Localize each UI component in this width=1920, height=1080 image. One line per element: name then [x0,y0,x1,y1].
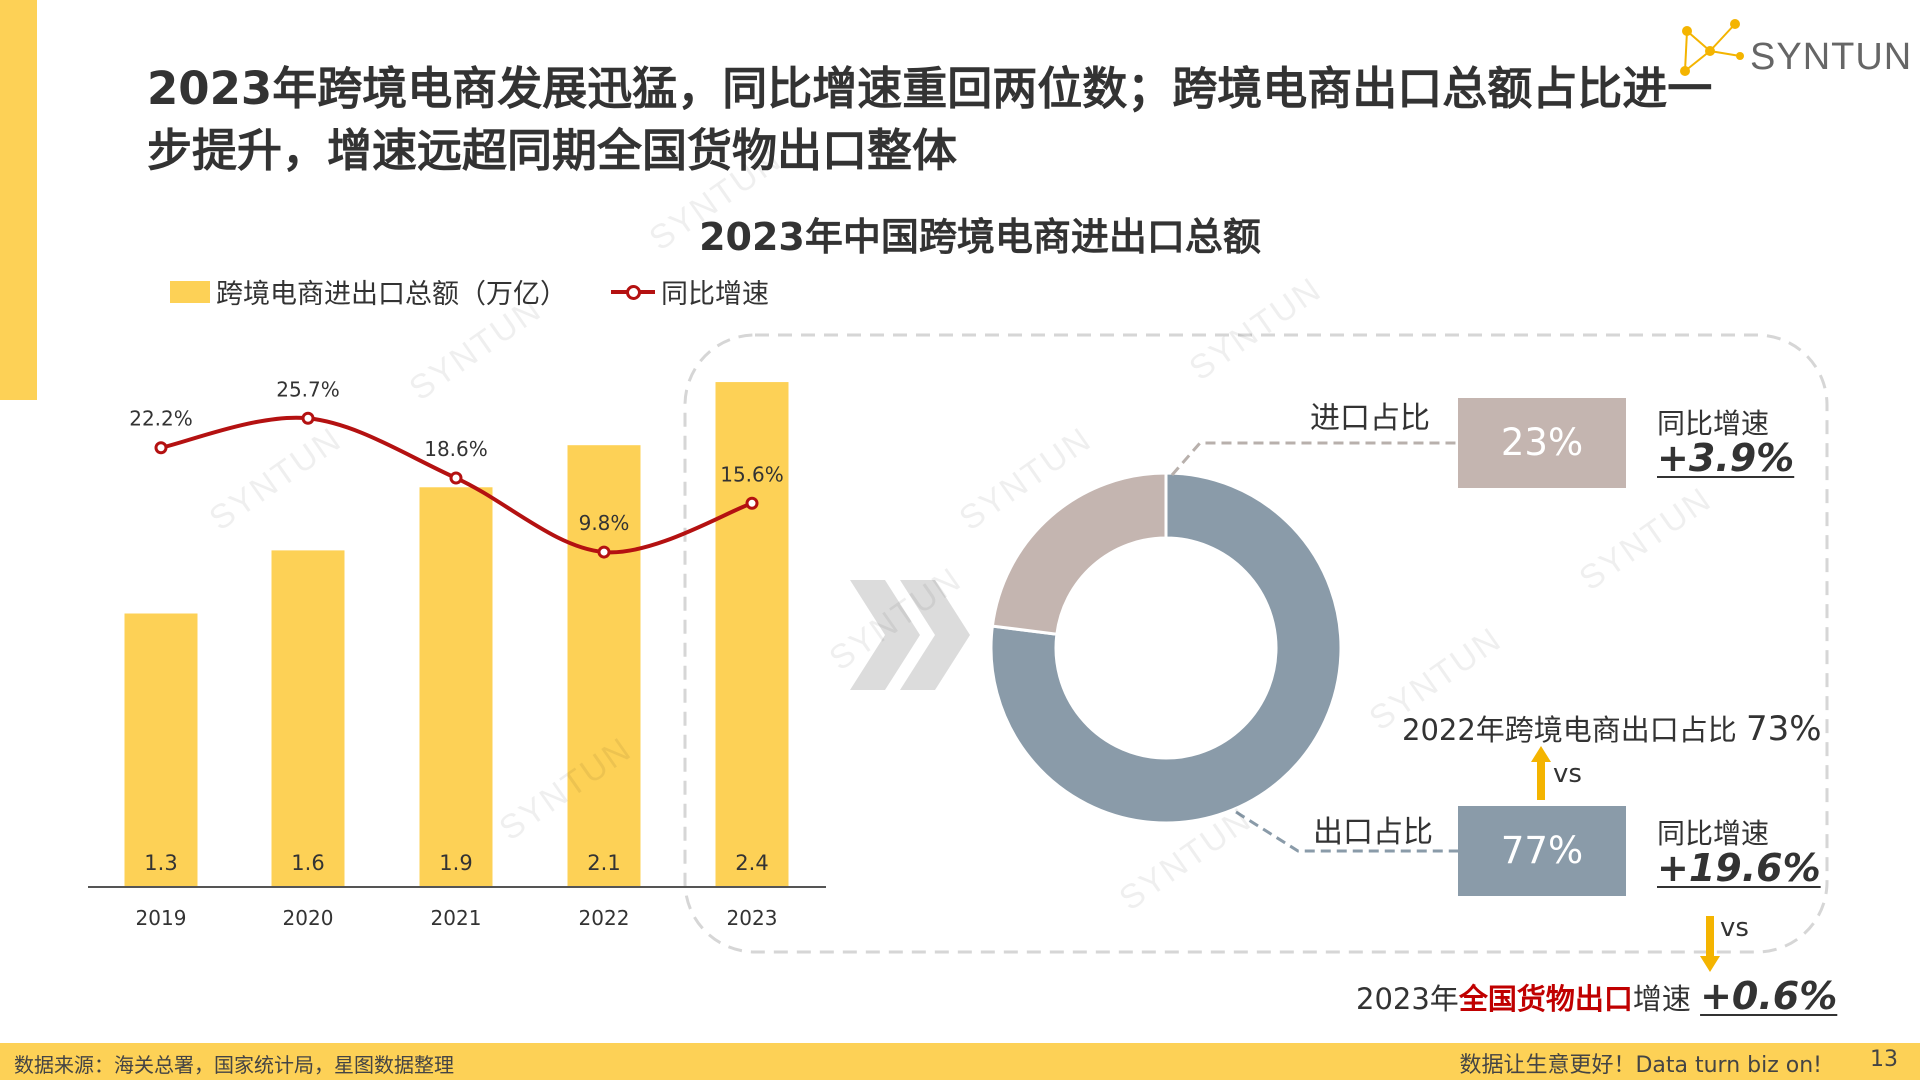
legend-bar-label: 跨境电商进出口总额（万亿） [216,279,567,310]
footer-slogan: 数据让生意更好！Data turn biz on! [1459,1053,1822,1078]
export-growth-value: +19.6% [1657,846,1821,890]
growth-label: 25.7% [276,377,340,401]
legend-line-label: 同比增速 [661,279,769,310]
growth-label: 15.6% [720,462,784,486]
arrow-up-icon [1537,760,1545,800]
bar-2021 [419,487,493,887]
x-tick-label: 2021 [431,906,482,930]
donut-chart [989,471,1343,825]
national-export-growth: 2023年全国货物出口增速 +0.6% [1356,974,1837,1018]
bar-value-label: 1.3 [144,851,177,875]
national-highlight: 全国货物出口 [1458,982,1633,1016]
vs-label-2022: vs [1553,759,1582,789]
arrow-up-head-icon [1531,746,1551,762]
page-title: 2023年跨境电商发展迅猛，同比增速重回两位数；跨境电商出口总额占比进一步提升，… [147,62,1713,177]
arrow-down-icon [1706,916,1714,958]
donut-slice-import [990,471,1168,636]
bar-value-label: 2.4 [735,851,768,875]
import-growth-value: +3.9% [1657,436,1795,480]
bar-2020 [271,550,345,887]
growth-point-2019 [154,441,168,455]
import-value-box [1458,398,1626,488]
national-growth-value: +0.6% [1700,974,1838,1018]
x-tick-label: 2022 [579,906,630,930]
export-share-value: 77% [1500,829,1584,872]
growth-point-2020 [301,411,315,425]
chevron-right-icon [850,580,970,690]
comparison-2022-text: 2022年跨境电商出口占比 [1402,713,1737,747]
highlight-2023-frame [683,333,1829,954]
export-leader-line [1235,810,1458,853]
national-prefix: 2023年 [1356,982,1459,1016]
comparison-2022-value: 73% [1746,709,1822,749]
x-tick-label: 2019 [136,906,187,930]
x-tick-label: 2020 [283,906,334,930]
growth-point-2021 [449,471,463,485]
bar-2023 [715,382,789,887]
bar-value-label: 1.9 [439,851,472,875]
chart-title: 2023年中国跨境电商进出口总额 [699,215,1261,259]
arrow-down-head-icon [1700,956,1720,972]
page-number: 13 [1870,1047,1898,1072]
comparison-2022: 2022年跨境电商出口占比 73% [1402,707,1822,749]
import-growth-title: 同比增速 [1657,407,1770,440]
bar-value-label: 1.6 [291,851,324,875]
import-leader-line [1170,441,1458,476]
chart-legend: 跨境电商进出口总额（万亿） 同比增速 [170,272,769,311]
growth-point-2022 [597,545,611,559]
export-value-box [1458,806,1626,896]
export-growth-title: 同比增速 [1657,817,1770,850]
brand-name: SYNTUN [1750,36,1913,78]
growth-label: 18.6% [424,437,488,461]
export-share-label: 出口占比 [1313,815,1433,850]
bar-2022 [567,445,641,887]
bar-value-label: 2.1 [587,851,620,875]
footer-source: 数据来源：海关总署，国家统计局，星图数据整理 [14,1053,454,1077]
growth-label: 9.8% [579,511,630,535]
national-suffix: 增速 [1632,982,1691,1016]
growth-label: 22.2% [129,407,193,431]
legend-line-swatch [611,284,655,300]
vs-label-national: vs [1720,913,1749,943]
left-accent-bar [0,0,37,400]
legend-bar-swatch [170,280,210,303]
x-tick-label: 2023 [727,906,778,930]
import-share-label: 进口占比 [1310,401,1430,436]
growth-point-2023 [745,496,759,510]
syntun-logo-icon [1680,19,1744,76]
bar-2019 [124,613,198,887]
footer-bar [0,1043,1920,1080]
donut-slice-export [989,471,1343,825]
import-share-value: 23% [1500,421,1584,464]
